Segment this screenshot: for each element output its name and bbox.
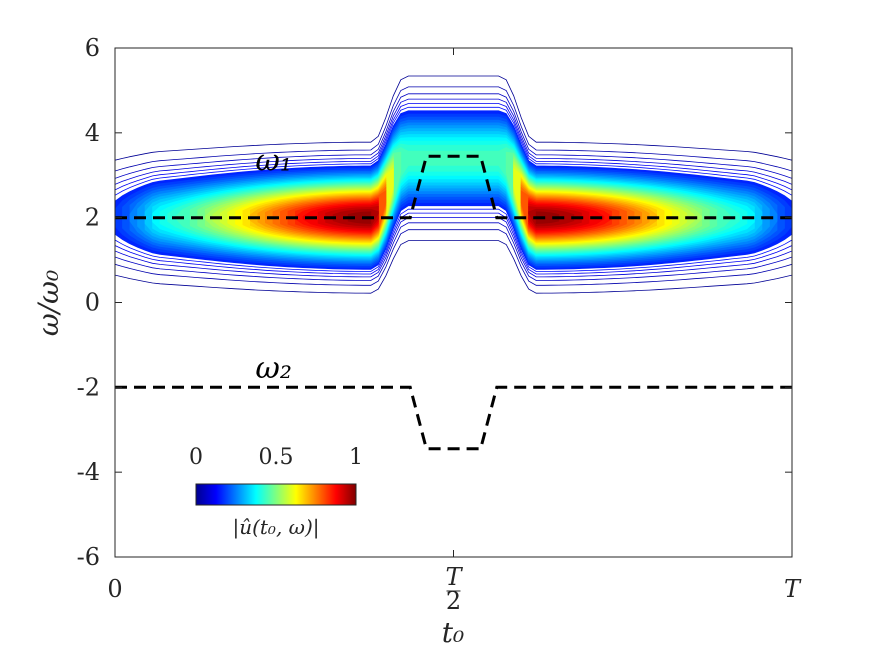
colorbar-label: |û(t₀, ω)| [232,515,319,540]
contour-level [115,106,792,272]
contour-level [115,86,792,286]
contour-level [325,206,582,229]
x-axis-label: t₀ [442,616,464,649]
colorbar-tick-label: 1 [349,445,363,470]
contour-level [347,211,560,224]
colorbar: 0 0.5 1 |û(t₀, ω)| [189,445,363,540]
y-tick-label: -6 [77,543,100,571]
x-tick-label-fraction: T2 [445,563,463,615]
contour-level [115,75,792,294]
series-layer [115,154,792,451]
y-tick-label: 0 [85,289,100,317]
contour-level [115,103,792,275]
colorbar-tick-label: 0 [189,445,203,470]
contour-level [332,208,575,227]
series-line-2 [115,385,792,451]
x-tick-label: 0 [107,575,122,603]
y-tick-label: -2 [77,373,100,401]
contour-level [115,93,792,281]
annotations: ω₁ ω₂ [255,143,292,386]
x-tick-numerator: T [445,563,463,591]
x-tick-label: T [784,575,802,603]
contour-field [115,75,792,294]
y-tick-label: -4 [77,458,100,486]
colorbar-tick-label: 0.5 [259,445,294,470]
y-tick-label: 4 [85,119,100,147]
x-tick-denominator: 2 [446,587,461,615]
colorbar-ticks: 0 0.5 1 [189,445,363,470]
series-annotation: ω₁ [255,143,292,178]
colorbar-gradient [195,483,357,506]
y-axis-label: ω/ω₀ [32,270,65,336]
y-axis-ticks: 6 4 2 0 -2 -4 -6 [77,34,792,571]
y-tick-label: 6 [85,34,100,62]
contour-level [115,98,792,278]
y-tick-label: 2 [85,204,100,232]
series-line-1 [115,154,792,220]
series-annotation: ω₂ [255,351,292,386]
x-axis-ticks: 0 T2 T [107,48,802,615]
